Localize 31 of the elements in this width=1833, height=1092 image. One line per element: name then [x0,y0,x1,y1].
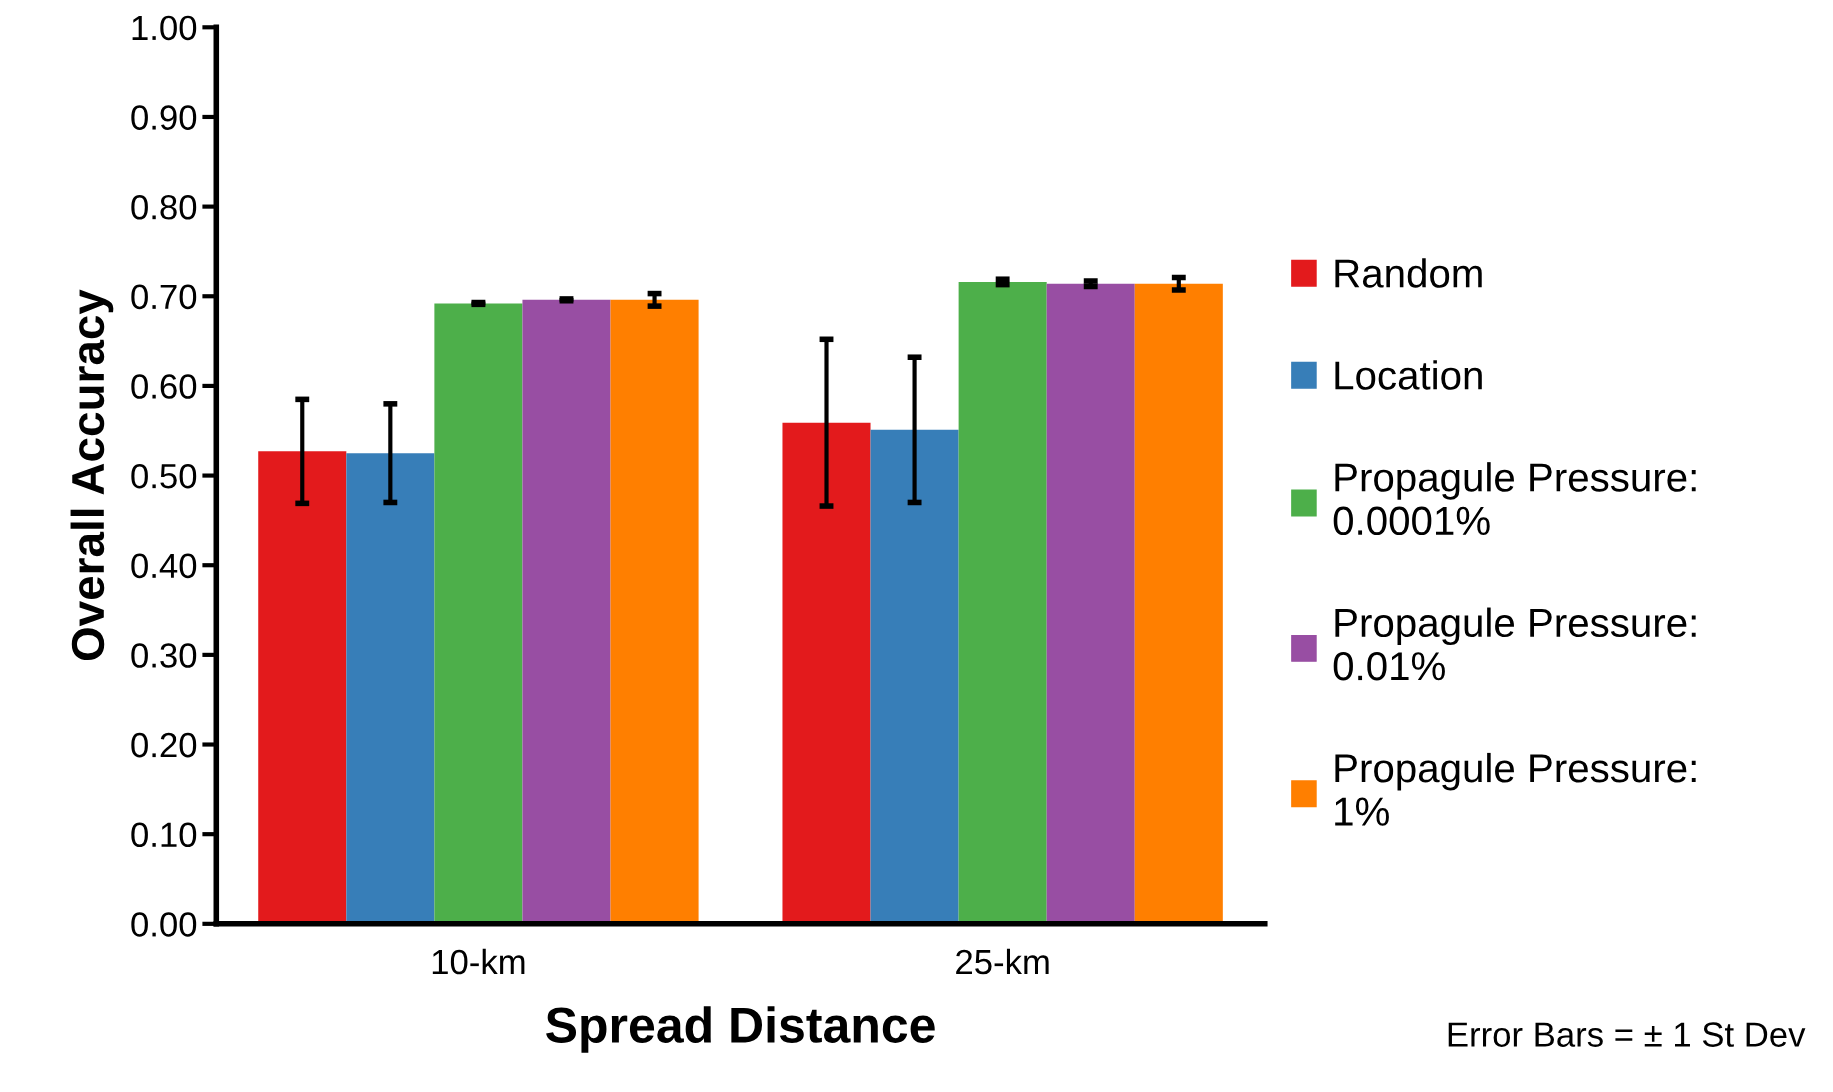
bar [434,303,523,924]
bar [958,281,1047,924]
y-tick-label: 0.60 [131,374,197,399]
y-tick-label: 0.20 [131,732,197,758]
bar [346,453,435,924]
x-tick-label: 25-km [956,948,1049,975]
bar [258,451,347,924]
bar [1134,283,1223,924]
legend-label: Location [1335,360,1482,390]
text: Error Bars = ± 1 St Dev [1448,1022,1806,1047]
y-axis-title: Overall Accuracy [70,289,114,661]
y-tick-label: 0.10 [131,822,197,848]
y-tick-label: 0.00 [131,912,197,937]
bar [782,422,871,924]
bar [1046,283,1135,924]
y-tick-label: 0.70 [131,284,197,310]
y-tick-label: 1.00 [132,15,197,41]
legend-label: Random [1335,258,1482,288]
bar [610,299,699,924]
y-tick-label: 0.90 [131,105,197,130]
bar [522,299,611,924]
bar [870,429,959,924]
y-tick-label: 0.40 [131,553,197,579]
legend-label: Propagule Pressure: 0.0001% [1333,462,1696,536]
x-tick-label: 10-km [432,948,525,975]
legend-label: Propagule Pressure: 0.01% [1333,607,1696,681]
x-axis-title: Spread Distance [546,1006,935,1053]
y-tick-label: 0.50 [131,463,197,489]
y-tick-label: 0.30 [131,643,197,668]
legend-label: Propagule Pressure: 1% [1335,752,1696,826]
y-tick-label: 0.80 [131,194,197,220]
